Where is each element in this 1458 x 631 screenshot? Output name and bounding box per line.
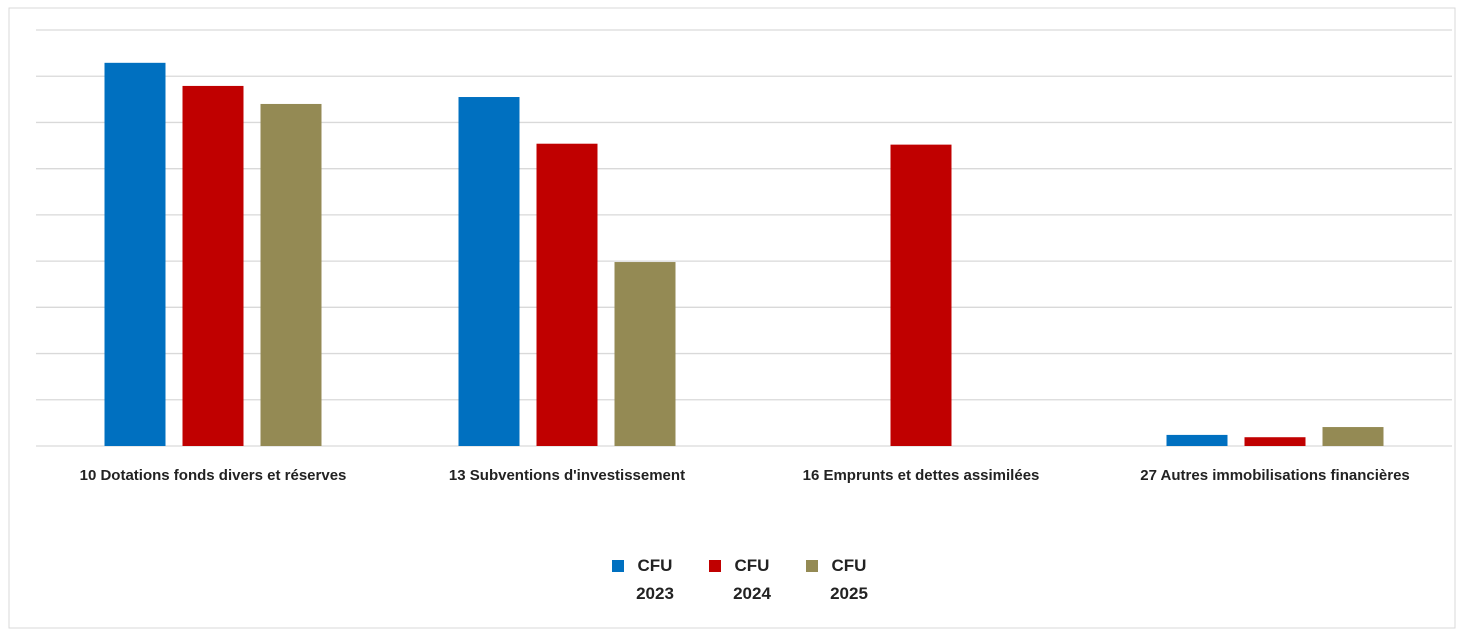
bar [536,143,598,446]
bar [104,62,166,446]
chart-border [8,7,1456,629]
legend-swatch [709,560,721,572]
bar [1166,434,1228,446]
legend-swatch [612,560,624,572]
bar [614,262,676,446]
x-tick-label: 27 Autres immobilisations financières [1140,467,1410,484]
bar [182,85,244,446]
legend-swatch [806,560,818,572]
x-tick-label: 13 Subventions d'investissement [448,467,686,484]
x-tick-label: 10 Dotations fonds divers et réserves [79,467,347,484]
bar [1322,427,1384,446]
legend-item: CFU 2023 [612,552,681,608]
legend-item: CFU 2024 [709,552,778,608]
x-tick-label: 16 Emprunts et dettes assimilées [802,467,1040,484]
bar [260,103,322,446]
bar [890,144,952,446]
legend-label: CFU 2025 [830,556,868,603]
bar [1244,437,1306,446]
legend-label: CFU 2024 [733,556,771,603]
legend-item: CFU 2025 [806,552,875,608]
bar [458,97,520,447]
legend-label: CFU 2023 [636,556,674,603]
